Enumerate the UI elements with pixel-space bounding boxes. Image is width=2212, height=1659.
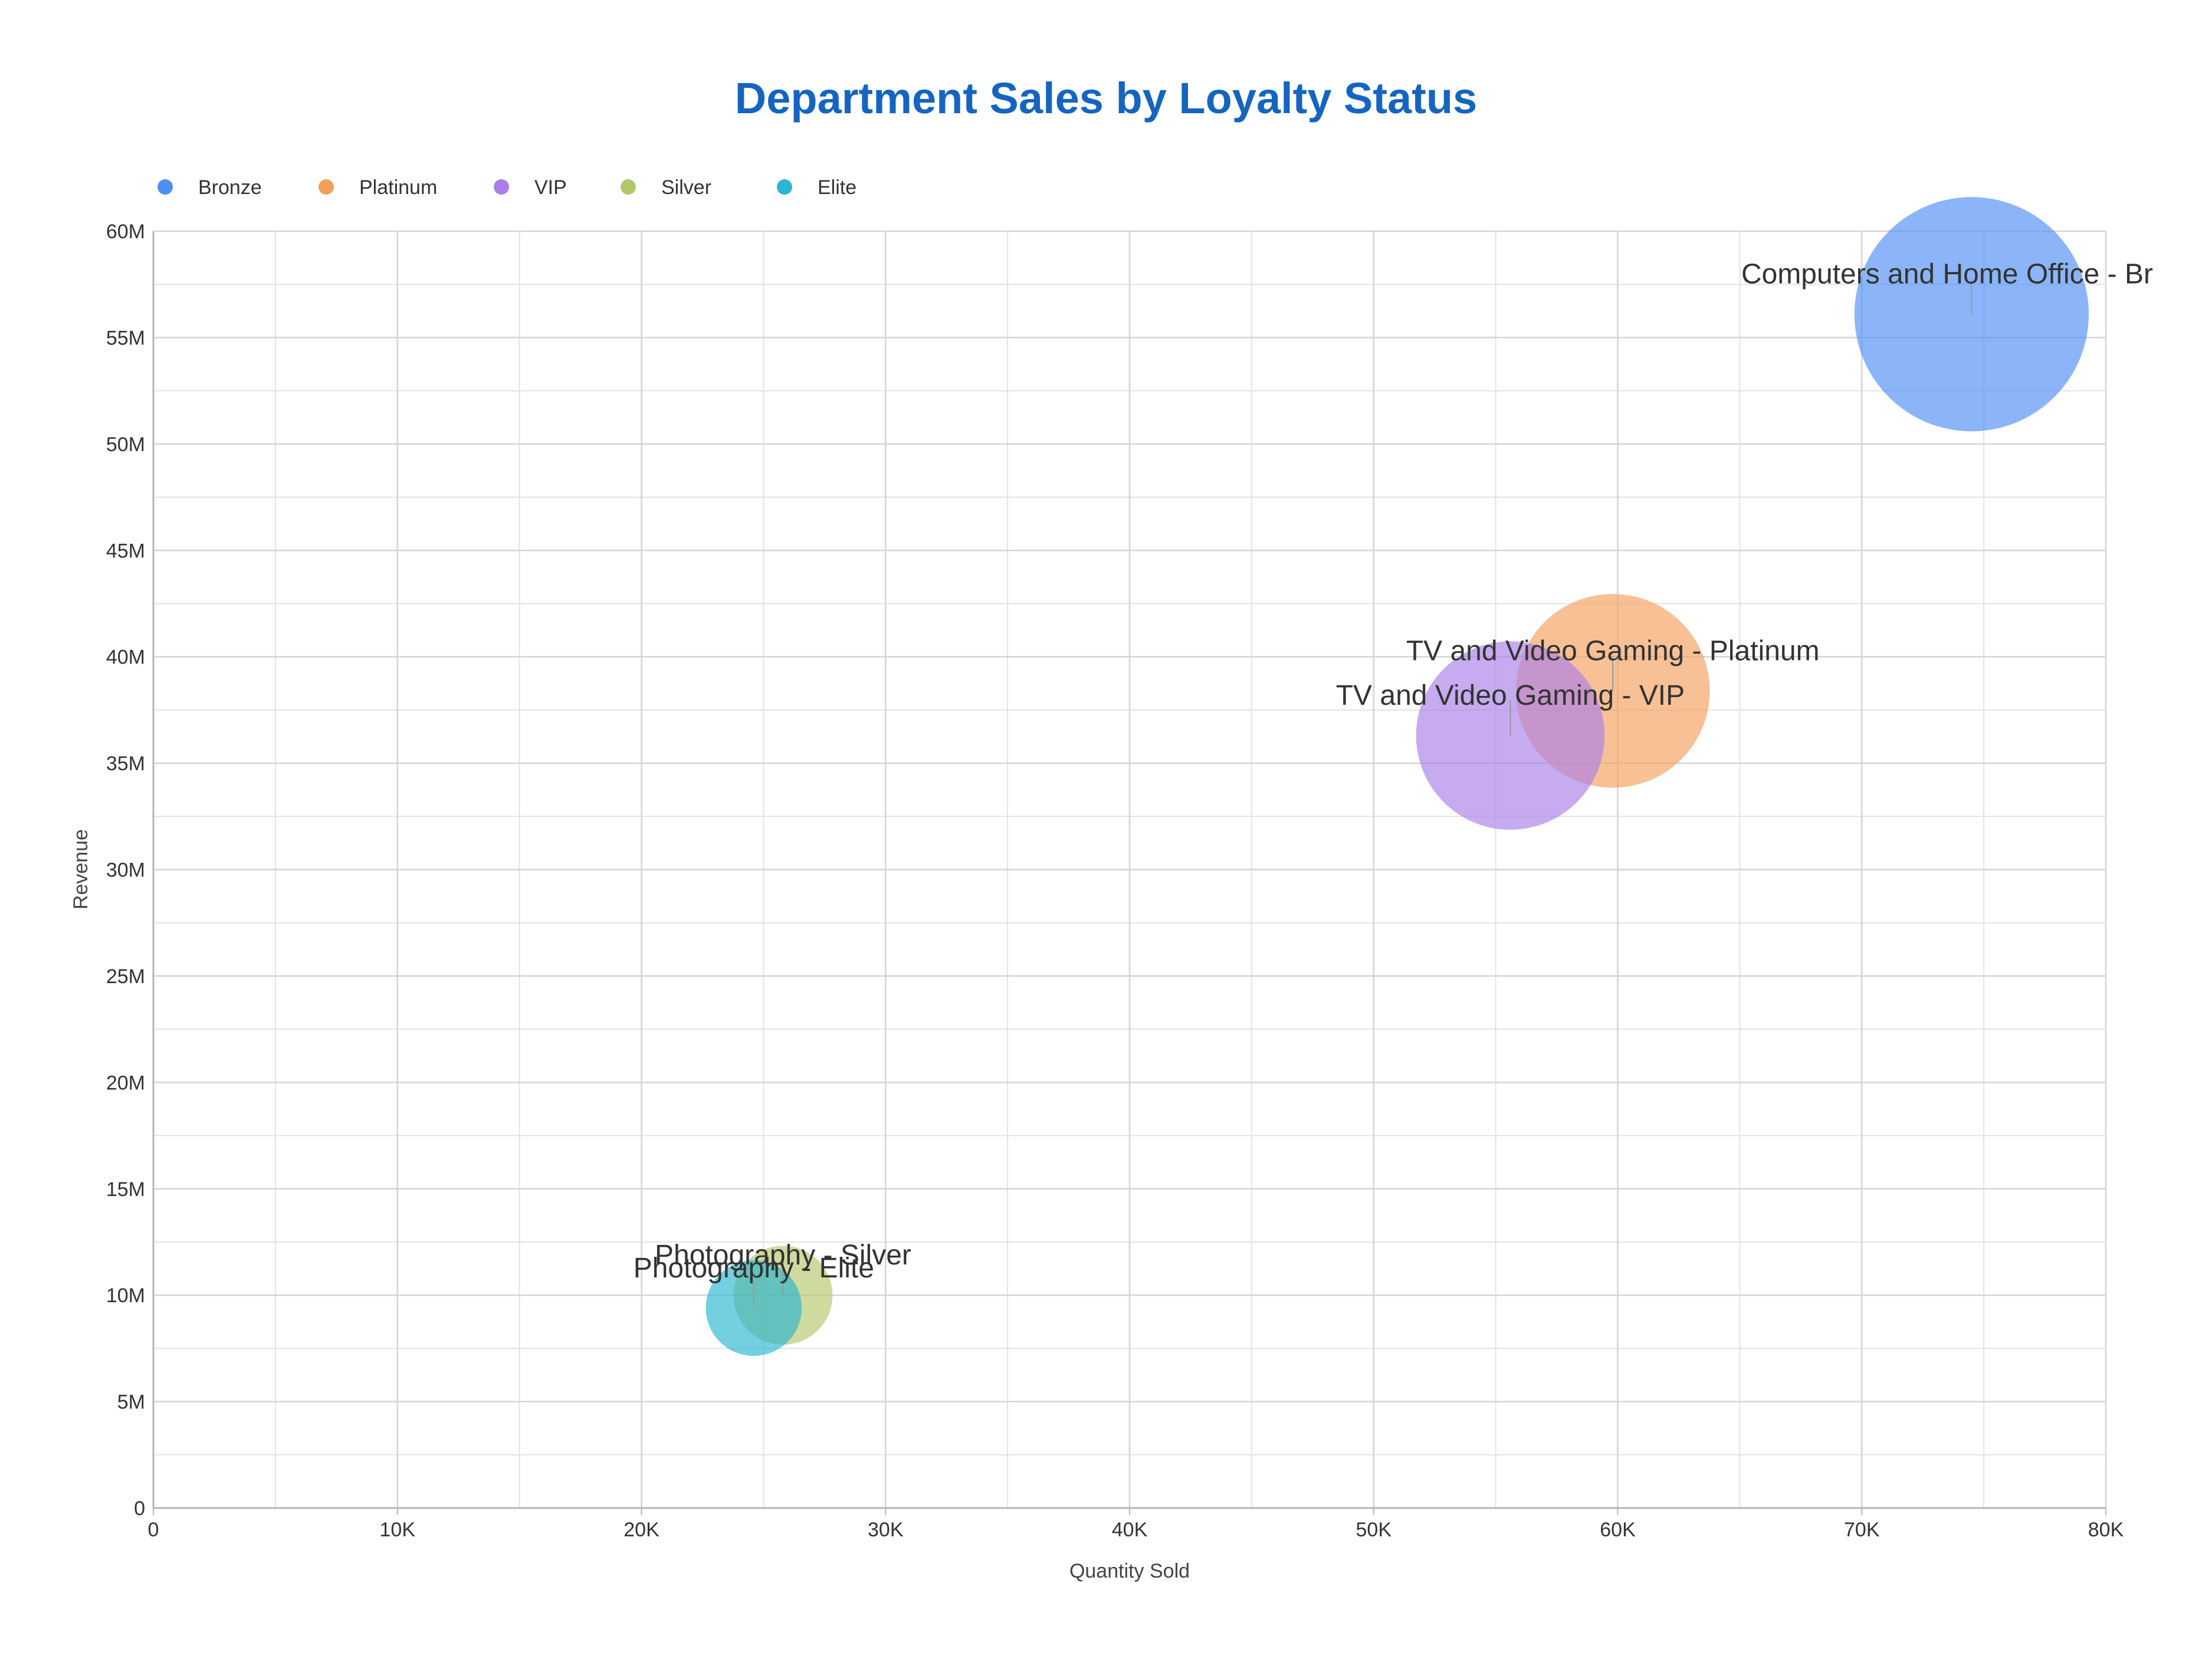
y-tick-label: 55M (106, 327, 145, 349)
bubble-layer (705, 197, 2089, 1356)
y-tick-label: 40M (106, 646, 145, 669)
x-tick-label: 80K (2088, 1519, 2124, 1541)
bubble-label: Photography - Silver (655, 1240, 911, 1271)
chart-legend: Bronze Platinum VIP Silver Elite (157, 176, 856, 199)
x-tick-label: 10K (380, 1519, 416, 1541)
x-tick-label: 70K (1844, 1519, 1880, 1541)
y-tick-label: 45M (106, 540, 145, 562)
legend-label: VIP (534, 176, 567, 199)
legend-marker (777, 179, 792, 195)
chart-axes: 0 10K 20K 30K 40K 50K 60K 70K 80K 0 5M 10M 15M 20M 25M… (106, 221, 2124, 1541)
x-axis-label: Quantity Sold (1069, 1560, 1190, 1582)
x-tick-label: 20K (623, 1519, 659, 1541)
y-tick-label: 10M (106, 1285, 145, 1307)
chart-grid (152, 230, 2107, 1509)
y-tick-label: 60M (106, 221, 145, 243)
y-tick-label: 20M (106, 1072, 145, 1094)
legend-item: Elite (777, 176, 856, 199)
x-tick-label: 0 (148, 1519, 159, 1541)
bubble-label-layer: Computers and Home Office - Br TV and Vid… (634, 259, 2153, 1308)
bubble-label: TV and Video Gaming - VIP (1336, 680, 1685, 711)
y-tick-label: 5M (117, 1391, 145, 1414)
y-tick-label: 15M (106, 1178, 145, 1201)
legend-marker (494, 179, 509, 195)
bubble-label: TV and Video Gaming - Platinum (1406, 635, 1820, 666)
y-tick-label: 50M (106, 433, 145, 456)
legend-marker (319, 179, 334, 195)
legend-item: Silver (621, 176, 711, 199)
y-tick-label: 30M (106, 859, 145, 882)
legend-item: Bronze (157, 176, 262, 199)
y-tick-label: 25M (106, 965, 145, 988)
y-axis-label: Revenue (70, 829, 92, 909)
y-tick-label: 0 (134, 1497, 145, 1520)
legend-item: Platinum (319, 176, 437, 199)
legend-label: Platinum (359, 176, 437, 199)
bubble-label: Computers and Home Office - Br (1741, 259, 2153, 290)
x-tick-label: 30K (868, 1519, 904, 1541)
legend-label: Silver (661, 176, 711, 199)
legend-item: VIP (494, 176, 567, 199)
chart-title: Department Sales by Loyalty Status (735, 74, 1477, 123)
legend-marker (621, 179, 636, 195)
legend-label: Bronze (198, 176, 262, 199)
x-tick-label: 50K (1356, 1519, 1392, 1541)
y-tick-label: 35M (106, 753, 145, 775)
legend-marker (157, 179, 173, 195)
x-tick-label: 40K (1112, 1519, 1148, 1541)
x-tick-label: 60K (1600, 1519, 1636, 1541)
legend-label: Elite (818, 176, 856, 199)
bubble-label: Photography - Elite (634, 1253, 874, 1284)
